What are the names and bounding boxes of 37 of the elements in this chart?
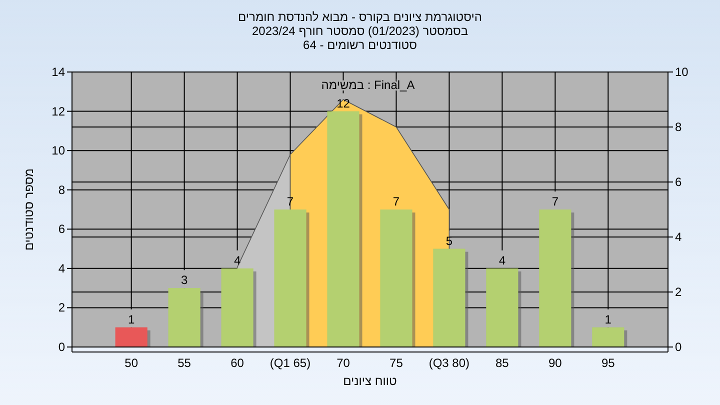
x-tick-label: (Q1 65) xyxy=(270,356,311,370)
data-label: 4 xyxy=(498,253,506,268)
data-label: 4 xyxy=(234,253,241,268)
y-tick-label: 0 xyxy=(58,340,66,354)
y-tick-label: 14 xyxy=(52,65,66,79)
text: סטודנטים רשומים - 64 xyxy=(303,38,418,52)
x-tick-label: 95 xyxy=(601,356,616,370)
x-tick-label: 55 xyxy=(178,356,192,370)
x-tick-label: 85 xyxy=(496,356,510,370)
x-tick-label: 50 xyxy=(124,356,138,370)
y2-tick-label: 10 xyxy=(675,65,689,79)
x-tick-label: 70 xyxy=(336,356,350,370)
y2-tick-label: 0 xyxy=(675,340,682,354)
x-axis-title: טווח ציונים xyxy=(343,374,398,388)
y-tick-label: 6 xyxy=(58,222,66,236)
y2-tick-label: 4 xyxy=(675,230,682,244)
y2-tick-label: 6 xyxy=(675,175,682,189)
data-label: 7 xyxy=(552,194,559,208)
y-tick-label: 2 xyxy=(58,300,66,315)
y-tick-label: 10 xyxy=(52,144,66,158)
data-label: 1 xyxy=(604,312,612,326)
x-tick-label: 75 xyxy=(390,356,404,370)
y-tick-label: 12 xyxy=(52,104,66,118)
x-tick-label: 60 xyxy=(230,356,244,370)
data-label: 7 xyxy=(392,194,400,208)
subtitle: בסמסטר (01/2023) סמסטר חורף 2023/24 xyxy=(252,24,468,38)
y-tick-label: 8 xyxy=(58,182,66,197)
y2-tick-label: 8 xyxy=(675,120,682,134)
title: היסטוגרמת ציונים בקורס - מבוא להנדסת חומרים xyxy=(238,10,482,24)
x-tick-label: 90 xyxy=(548,356,562,370)
y2-tick-label: 2 xyxy=(675,285,682,299)
data-label: 5 xyxy=(446,234,453,248)
x-tick-label: (Q3 80) xyxy=(428,356,470,370)
y-axis-title: מספר סטודנטים xyxy=(22,168,36,251)
y-tick-label: 4 xyxy=(58,261,66,276)
data-label: 3 xyxy=(180,273,188,288)
data-label: 1 xyxy=(128,312,135,326)
